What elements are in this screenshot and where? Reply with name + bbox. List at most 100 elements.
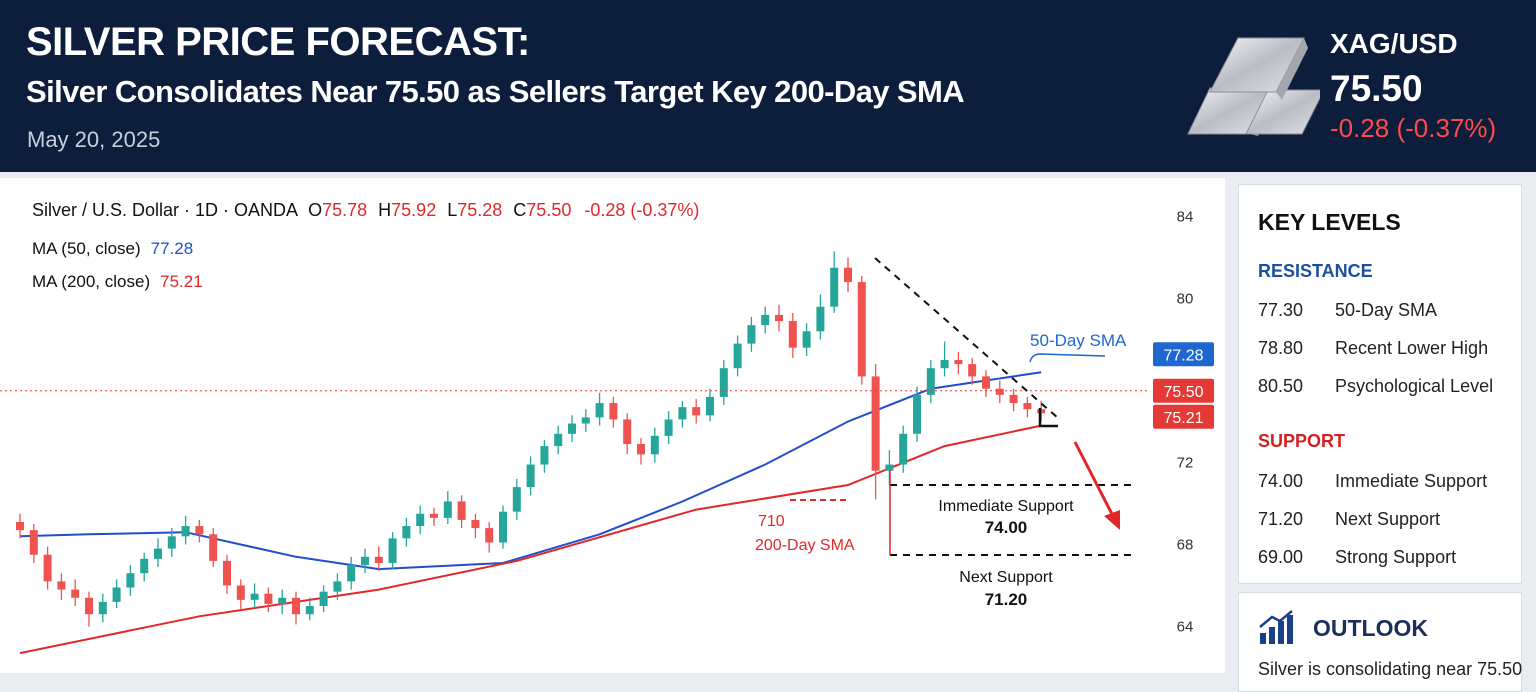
candle-body [540,446,549,465]
candle-body [995,388,1004,395]
level-label: Immediate Support [1335,471,1488,491]
y-tick-label: 80 [1177,291,1194,308]
candle-body [112,587,121,602]
price-label-box [1153,342,1214,367]
candle-body [788,321,797,348]
candle-body [43,554,52,582]
y-tick-label: 64 [1177,619,1194,636]
candle-body [678,407,687,420]
quote-value: 75.78 [322,200,367,220]
candle-body [374,556,383,563]
level-value: 69.00 [1258,547,1304,567]
level-row: 71.20 Next Support [1258,509,1440,530]
candle-body [471,519,480,529]
candle-body [554,433,563,447]
candle-body [98,601,107,615]
quote-label: H [378,200,391,220]
level-label: 50-Day SMA [1335,300,1438,320]
candle-body [719,368,728,397]
legend-value: 75.21 [160,272,203,291]
date: May 20, 2025 [27,127,161,152]
candle-body [871,376,880,471]
candle-body [209,534,218,561]
level-value: 78.80 [1258,338,1304,358]
card-title: OUTLOOK [1313,615,1428,641]
candle-body [1009,394,1018,404]
y-tick-label: 72 [1177,455,1194,472]
chart: Silver / U.S. Dollar · 1D · OANDA O75.78… [0,178,1225,673]
level-label: Recent Lower High [1335,338,1489,358]
candle-body [775,314,783,322]
candle-body [57,581,66,590]
plot: 84 80 72 68 64 77.28 75.50 75.21 [0,209,1214,655]
candle-body [181,526,190,537]
trend-line [874,257,1059,419]
card-title: KEY LEVELS [1258,209,1401,235]
legend-entry: MA (50, close) 77.28 [32,239,193,258]
level-label: Strong Support [1335,547,1457,567]
candle-body [581,417,590,424]
quote-label: C [513,200,526,220]
outlook-text: Silver is consolidating near 75.50 [1258,659,1523,679]
level-label: Next Support [1335,509,1441,529]
annotation: Immediate Support [938,498,1074,515]
sma-pointer [1029,353,1106,363]
candle-body [361,556,369,565]
price-change: -0.28 (-0.37%) [1330,113,1497,143]
subtitle: Silver Consolidates Near 75.50 as Seller… [26,74,965,109]
candle-body [650,435,659,455]
ticker: XAG/USD [1330,28,1458,59]
symbol: Silver / U.S. Dollar · 1D · OANDA [32,200,298,220]
price-label: 77.28 [1163,347,1203,364]
candle-body [499,511,507,543]
ma-line [19,424,1042,655]
level-row: 80.50 Psychological Level [1258,376,1493,397]
candle-body [333,581,342,592]
level-row: 77.30 50-Day SMA [1258,300,1437,321]
candle-body [236,585,245,600]
level-value: 77.30 [1258,300,1304,320]
level-row: 74.00 Immediate Support [1258,471,1487,492]
candle-body [29,530,38,555]
candle-body [140,558,149,574]
candle-body [347,565,356,582]
candle-body [485,528,494,543]
candle-body [692,407,701,416]
title: SILVER PRICE FORECAST: [26,20,530,64]
candle-body [250,593,259,600]
candle-body [664,419,673,436]
candle-body [154,548,162,559]
key-levels-card: KEY LEVELS RESISTANCE 77.30 50-Day SMA 78… [1238,184,1522,584]
candle-body [16,521,24,531]
annotation: 50-Day SMA [1030,331,1127,350]
candle-body [940,360,949,369]
candle-body [816,306,825,332]
arrow [1073,441,1116,519]
section-title: SUPPORT [1258,431,1346,451]
quote-label: L [447,200,457,220]
candle-body [85,597,93,615]
candle-body [857,282,866,377]
candle-body [954,360,963,365]
quote-value: 75.28 [457,200,502,220]
level-row: 69.00 Strong Support [1258,547,1456,568]
price-label-box [1153,404,1214,429]
quote-change: -0.28 (-0.37%) [584,200,699,220]
candle-body [802,331,811,348]
candle-body [388,538,397,563]
candle-body [968,364,977,377]
candle-body [885,464,894,471]
header: SILVER PRICE FORECAST: Silver Consolidat… [0,0,1536,172]
arrow-head [1104,510,1120,530]
legend-name: MA (200, close) [32,272,150,291]
bracket [1038,408,1058,428]
candle-body [457,501,466,520]
level-row: 78.80 Recent Lower High [1258,338,1488,359]
candle-body [512,487,521,512]
y-tick-label: 68 [1177,537,1194,554]
candle-body [899,433,908,465]
candle-body [416,513,425,527]
candle-body [747,325,756,344]
price: 75.50 [1330,68,1423,109]
